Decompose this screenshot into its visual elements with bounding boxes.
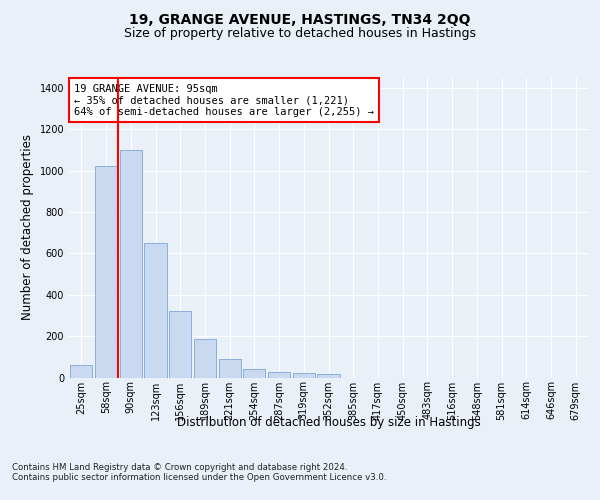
Text: Size of property relative to detached houses in Hastings: Size of property relative to detached ho…	[124, 28, 476, 40]
Bar	[243, 369, 265, 378]
Text: 19 GRANGE AVENUE: 95sqm
← 35% of detached houses are smaller (1,221)
64% of semi: 19 GRANGE AVENUE: 95sqm ← 35% of detache…	[74, 84, 374, 116]
Bar	[70, 365, 92, 378]
Bar	[119, 150, 142, 378]
Bar	[95, 166, 117, 378]
Bar	[218, 360, 241, 378]
Y-axis label: Number of detached properties: Number of detached properties	[21, 134, 34, 320]
Bar	[169, 312, 191, 378]
Text: Contains HM Land Registry data © Crown copyright and database right 2024.
Contai: Contains HM Land Registry data © Crown c…	[12, 462, 386, 482]
Bar	[317, 374, 340, 378]
Bar	[194, 339, 216, 378]
Text: 19, GRANGE AVENUE, HASTINGS, TN34 2QQ: 19, GRANGE AVENUE, HASTINGS, TN34 2QQ	[129, 12, 471, 26]
Bar	[268, 372, 290, 378]
Text: Distribution of detached houses by size in Hastings: Distribution of detached houses by size …	[176, 416, 481, 429]
Bar	[293, 373, 315, 378]
Bar	[145, 243, 167, 378]
